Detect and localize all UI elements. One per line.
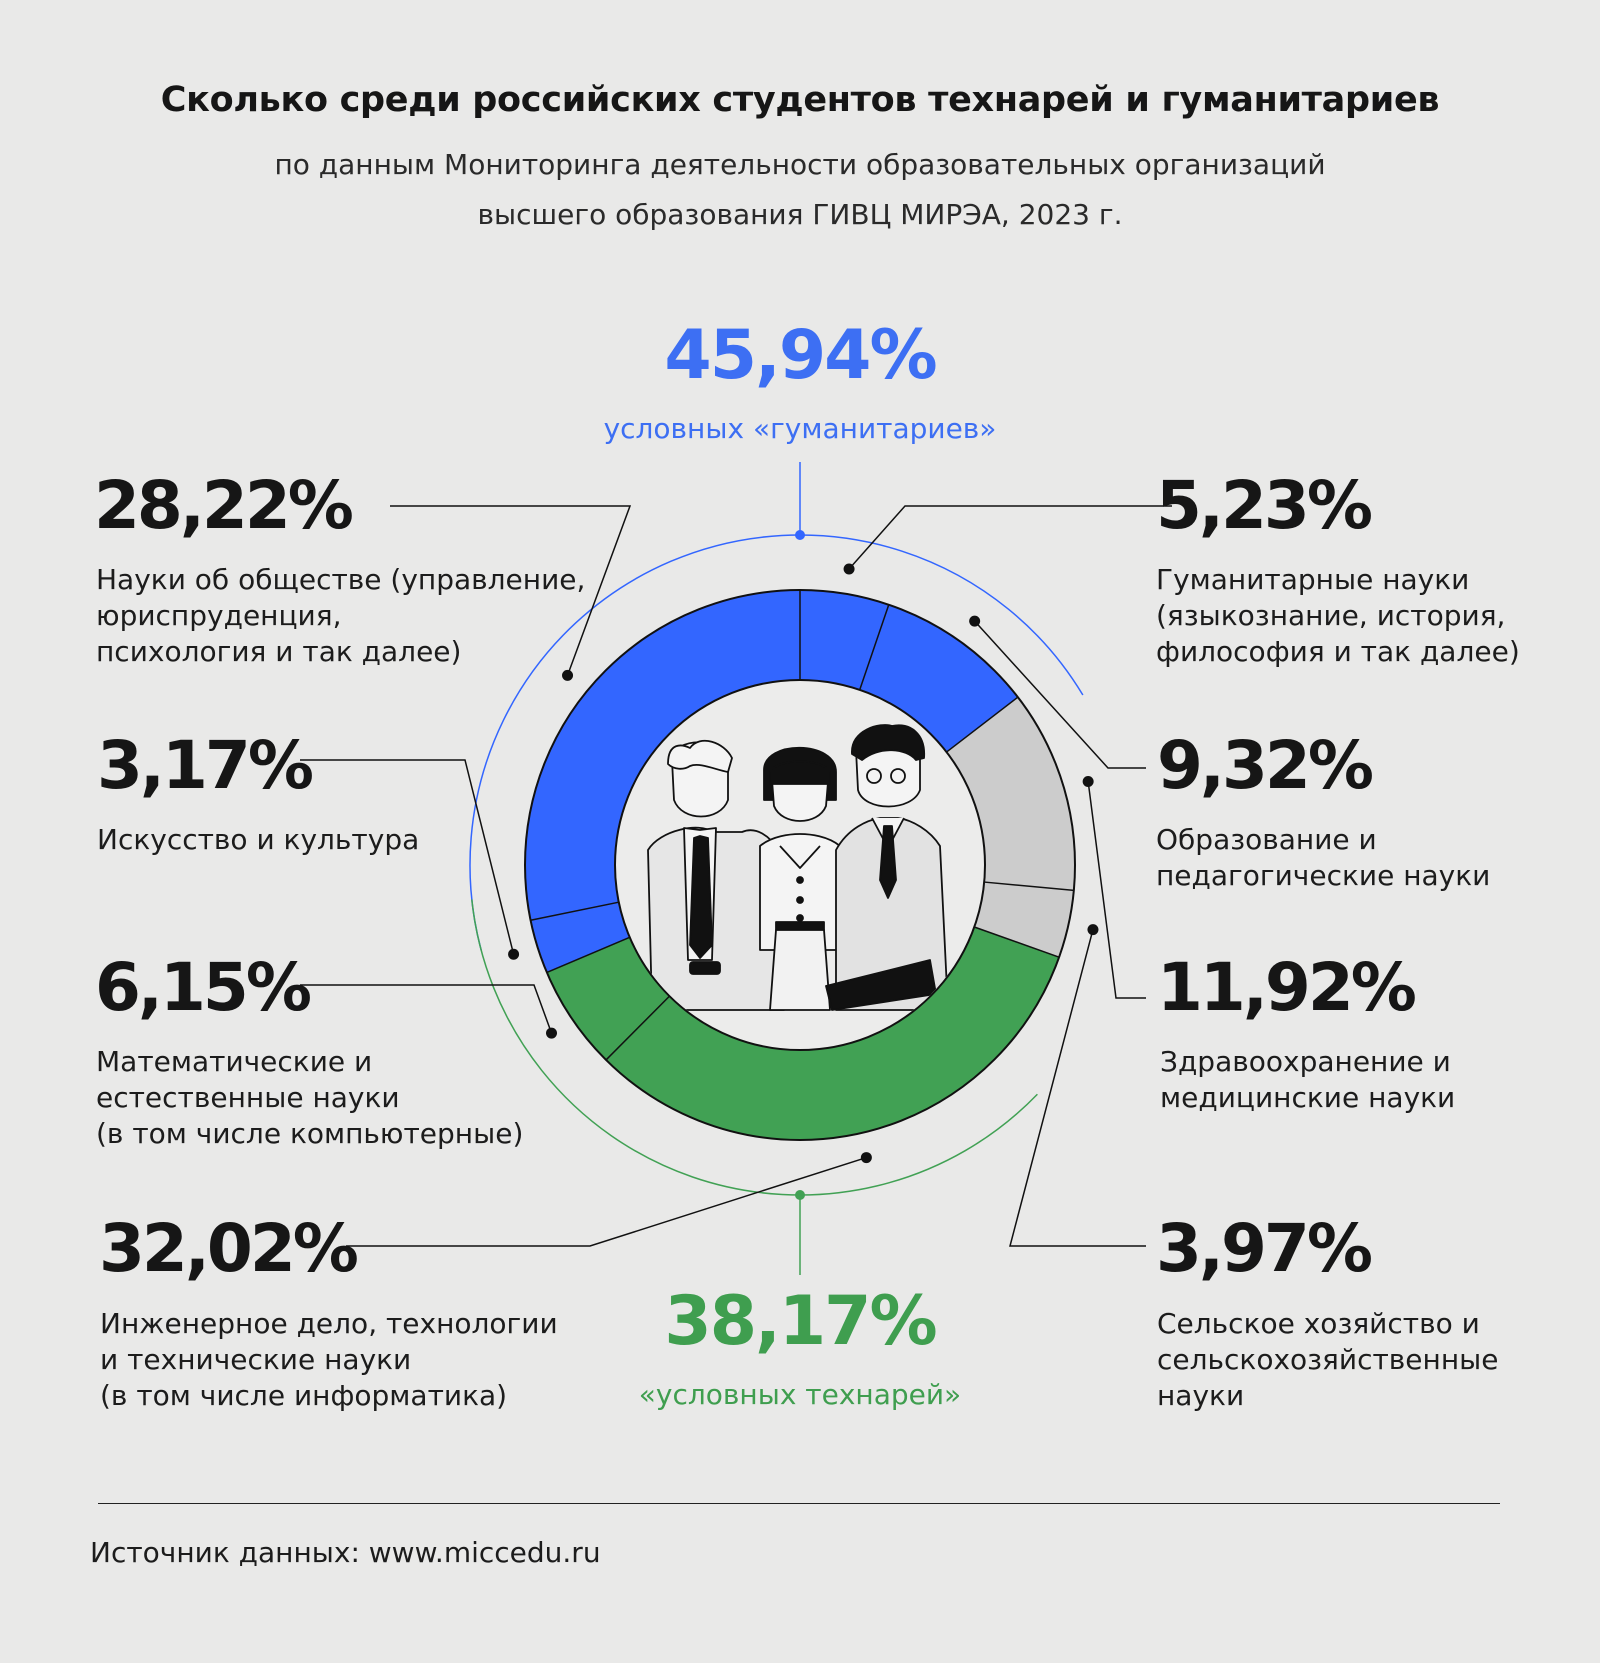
donut-slice-0 bbox=[800, 590, 889, 690]
social-sciences-label: Науки об обществе (управление, юриспруде… bbox=[96, 563, 586, 668]
callout-line-2 bbox=[1087, 781, 1146, 999]
subtitle-line-2: высшего образования ГИВЦ МИРЭА, 2023 г. bbox=[477, 198, 1123, 231]
callout-dot-1 bbox=[969, 615, 981, 627]
callout-line-4 bbox=[346, 1156, 867, 1247]
engineering-label: Инженерное дело, технологии и технически… bbox=[100, 1307, 558, 1412]
healthcare-label: Здравоохранение и медицинские науки bbox=[1160, 1045, 1456, 1114]
donut-slice-1 bbox=[859, 604, 1018, 753]
donut-divider-5 bbox=[605, 995, 671, 1061]
tech-group-arc bbox=[471, 899, 1038, 1196]
engineering-value: 32,02% bbox=[99, 1210, 359, 1287]
humanities-total-value: 45,94% bbox=[664, 316, 937, 395]
callout-dot-4 bbox=[860, 1152, 872, 1164]
donut-slice-5 bbox=[546, 937, 670, 1060]
callout-line-0 bbox=[848, 505, 1172, 570]
callout-line-1 bbox=[974, 620, 1146, 769]
callout-dot-3 bbox=[1087, 924, 1099, 936]
callout-line-7 bbox=[390, 505, 632, 676]
agriculture-value: 3,97% bbox=[1156, 1210, 1373, 1287]
subtitle-line-1: по данным Мониторинга деятельности образ… bbox=[274, 148, 1326, 181]
humanities-value: 5,23% bbox=[1156, 467, 1373, 544]
education-label: Образование и педагогические науки bbox=[1156, 823, 1491, 892]
callout-dot-6 bbox=[508, 948, 520, 960]
students-illustration bbox=[647, 724, 949, 1011]
humanities-connector-dot bbox=[795, 530, 805, 540]
donut-divider-4 bbox=[974, 926, 1060, 958]
callout-line-3 bbox=[1009, 929, 1146, 1247]
donut-slice-2 bbox=[946, 697, 1075, 891]
donut-divider-6 bbox=[546, 936, 631, 974]
source-note: Источник данных: www.miccedu.ru bbox=[90, 1536, 601, 1569]
agriculture-label: Сельское хозяйство и сельскохозяйственны… bbox=[1157, 1307, 1499, 1412]
callout-dot-7 bbox=[562, 669, 574, 681]
donut-slice-6 bbox=[530, 902, 630, 973]
donut-divider-1 bbox=[858, 604, 890, 691]
donut-divider-7 bbox=[530, 901, 619, 921]
math-natural-sciences-label: Математические и естественные науки (в т… bbox=[96, 1045, 524, 1150]
donut-slice-7 bbox=[525, 590, 800, 921]
callout-line-5 bbox=[300, 984, 553, 1034]
humanities-total-label: условных «гуманитариев» bbox=[603, 412, 997, 445]
donut-divider-3 bbox=[984, 881, 1074, 892]
social-sciences-value: 28,22% bbox=[94, 467, 354, 544]
humanities-label: Гуманитарные науки (языкознание, история… bbox=[1156, 563, 1520, 668]
callout-line-6 bbox=[300, 759, 515, 955]
tech-total-label: «условных технарей» bbox=[638, 1378, 962, 1411]
page-title: Сколько среди российских студентов техна… bbox=[160, 80, 1440, 120]
donut-slice-3 bbox=[974, 882, 1074, 958]
education-value: 9,32% bbox=[1157, 727, 1374, 804]
arts-culture-value: 3,17% bbox=[97, 727, 314, 804]
callout-dot-2 bbox=[1082, 775, 1094, 787]
healthcare-value: 11,92% bbox=[1157, 949, 1417, 1026]
footer-divider bbox=[98, 1503, 1500, 1504]
tech-total-value: 38,17% bbox=[664, 1282, 937, 1361]
math-natural-sciences-value: 6,15% bbox=[95, 949, 312, 1026]
tech-connector-dot bbox=[795, 1190, 805, 1200]
callout-dot-0 bbox=[843, 563, 855, 575]
arts-culture-label: Искусство и культура bbox=[97, 823, 420, 856]
callout-dot-5 bbox=[546, 1027, 558, 1039]
donut-divider-2 bbox=[946, 696, 1019, 753]
